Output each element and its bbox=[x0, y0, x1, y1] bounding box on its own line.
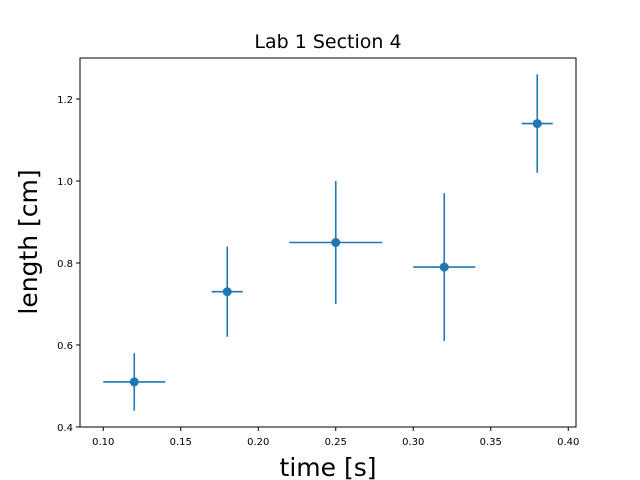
plot-frame bbox=[79, 57, 577, 428]
x-tick-label: 0.10 bbox=[92, 437, 114, 448]
x-tick-label: 0.35 bbox=[480, 437, 502, 448]
data-marks bbox=[103, 74, 553, 411]
y-tick-label: 1.0 bbox=[57, 177, 73, 188]
chart-title: Lab 1 Section 4 bbox=[254, 31, 401, 53]
y-tick-label: 0.8 bbox=[57, 259, 73, 270]
x-tick-label: 0.15 bbox=[170, 437, 192, 448]
y-axis-label: length [cm] bbox=[14, 169, 43, 314]
y-tick-label: 1.2 bbox=[57, 95, 73, 106]
data-point bbox=[439, 262, 449, 272]
data-point bbox=[532, 119, 542, 129]
y-tick-label: 0.4 bbox=[57, 423, 73, 434]
y-tick-label: 0.6 bbox=[57, 341, 73, 352]
x-tick-label: 0.25 bbox=[325, 437, 347, 448]
x-axis-ticks: 0.10 0.15 0.20 0.25 0.30 0.35 0.40 bbox=[92, 427, 579, 448]
y-axis-ticks: 0.4 0.6 0.8 1.0 1.2 bbox=[57, 95, 80, 434]
data-point bbox=[129, 377, 139, 387]
x-axis-label: time [s] bbox=[280, 453, 377, 480]
x-tick-label: 0.40 bbox=[557, 437, 579, 448]
data-point bbox=[331, 238, 341, 247]
data-point bbox=[222, 287, 232, 297]
x-tick-label: 0.30 bbox=[402, 437, 424, 448]
x-tick-label: 0.20 bbox=[247, 437, 269, 448]
